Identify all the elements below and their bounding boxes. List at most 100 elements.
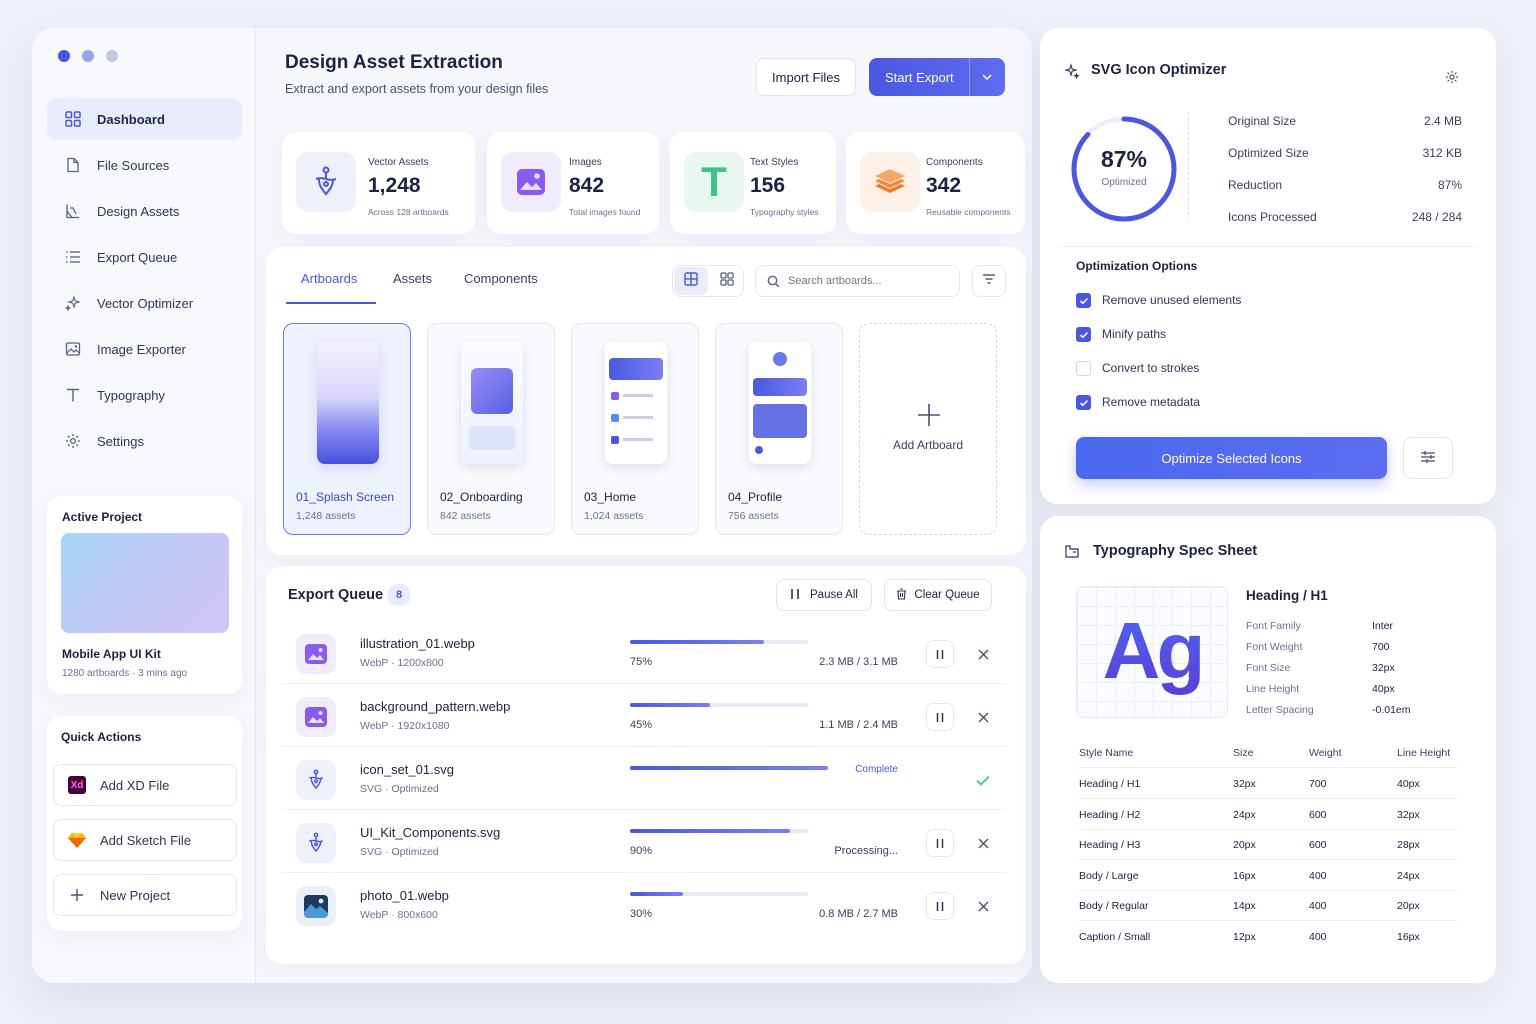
gear-icon[interactable] (1445, 70, 1459, 89)
stat-card-vector-assets: Vector Assets 1,248 Across 128 artboards (282, 132, 475, 234)
clear-queue-label: Clear Queue (914, 589, 980, 601)
image-icon (65, 341, 81, 357)
sidebar-item-dashboard[interactable]: Dashboard (47, 98, 242, 140)
sidebar-item-settings[interactable]: Settings (47, 420, 242, 462)
optimizer-settings-button[interactable] (1403, 437, 1453, 479)
filter-button[interactable] (972, 265, 1006, 297)
artboard-name: 01_Splash Screen (296, 490, 395, 504)
pause-all-button[interactable]: Pause All (776, 579, 872, 611)
file-name: photo_01.webp (360, 888, 449, 903)
remove-item-button[interactable] (972, 703, 994, 731)
table-cell: 20px (1233, 839, 1256, 851)
column-header: Style Name (1079, 747, 1134, 759)
artboard-name: 02_Onboarding (440, 490, 523, 504)
export-queue-panel: Export Queue 8 Pause All Clear Queue ill… (266, 566, 1026, 964)
sidebar-nav: Dashboard File Sources Design Assets Exp… (47, 98, 242, 466)
pause-icon (790, 588, 800, 603)
search-input[interactable] (788, 272, 948, 290)
add-xd-file-button[interactable]: Xd Add XD File (53, 764, 237, 806)
table-cell: Heading / H1 (1079, 778, 1141, 790)
spec-value: -0.01em (1372, 704, 1411, 716)
trash-icon (896, 587, 907, 603)
remove-item-button[interactable] (972, 640, 994, 668)
stat-value: 312 KB (1422, 146, 1462, 160)
checkbox-convert-strokes[interactable] (1076, 361, 1091, 376)
sidebar-item-design-assets[interactable]: Design Assets (47, 190, 242, 232)
add-artboard-button[interactable]: Add Artboard (859, 323, 997, 535)
grid-view-button[interactable] (674, 267, 708, 295)
remove-item-button[interactable] (972, 892, 994, 920)
pause-item-button[interactable] (926, 703, 954, 731)
add-sketch-file-button[interactable]: Add Sketch File (53, 819, 237, 861)
table-cell: 32px (1397, 808, 1420, 821)
active-project-card[interactable]: Active Project Mobile App UI Kit 1280 ar… (47, 496, 242, 694)
checkbox-remove-unused[interactable] (1076, 293, 1091, 308)
pause-item-button[interactable] (926, 640, 954, 668)
pause-icon (936, 712, 944, 723)
stat-value: 1,248 (368, 174, 421, 197)
window-dot-1[interactable] (58, 50, 70, 62)
table-cell: 12px (1233, 930, 1256, 943)
sidebar-item-typography[interactable]: Typography (47, 374, 242, 416)
stat-reduction: Reduction 87% (1228, 178, 1462, 198)
sidebar-item-export-queue[interactable]: Export Queue (47, 236, 242, 278)
stat-icons-processed: Icons Processed 248 / 284 (1228, 210, 1462, 230)
stat-optimized-size: Optimized Size 312 KB (1228, 146, 1462, 166)
text-icon: T (684, 152, 744, 212)
sidebar-item-vector-optimizer[interactable]: Vector Optimizer (47, 282, 242, 324)
table-row: Heading / H1 32px 700 40px (1078, 769, 1458, 799)
table-cell: Caption / Small (1079, 930, 1151, 943)
tab-components[interactable]: Components (464, 271, 538, 286)
start-export-button[interactable]: Start Export (869, 58, 1005, 96)
search-box[interactable] (755, 265, 960, 297)
table-row: Heading / H2 24px 600 32px (1078, 800, 1458, 830)
tab-artboards[interactable]: Artboards (301, 271, 358, 286)
option-label: Remove metadata (1102, 395, 1201, 409)
tile-view-button[interactable] (710, 267, 744, 295)
option-label: Remove unused elements (1102, 293, 1242, 307)
file-size-progress: Processing... (834, 845, 898, 857)
window-dot-3[interactable] (106, 50, 118, 62)
spec-key: Font Weight (1246, 641, 1303, 653)
chevron-down-icon[interactable] (981, 71, 993, 86)
window-controls (58, 50, 118, 62)
pen-tool-icon (296, 823, 336, 863)
artboard-card-onboarding[interactable]: 02_Onboarding 842 assets (427, 323, 555, 535)
photo-icon (296, 886, 336, 926)
remove-item-button[interactable] (972, 829, 994, 857)
sidebar-item-label: Export Queue (97, 249, 178, 265)
stat-value: 248 / 284 (1411, 210, 1462, 224)
pause-item-button[interactable] (926, 892, 954, 920)
queue-row: photo_01.webp WebP · 800x600 30% 0.8 MB / 2… (282, 874, 1006, 936)
sidebar-item-file-sources[interactable]: File Sources (47, 144, 242, 186)
pause-all-label: Pause All (810, 589, 858, 601)
new-project-button[interactable]: New Project (53, 874, 237, 916)
clear-queue-button[interactable]: Clear Queue (884, 579, 992, 611)
tab-assets[interactable]: Assets (393, 271, 433, 286)
artboard-card-home[interactable]: 03_Home 1,024 assets (571, 323, 699, 535)
glyph-preview: Ag (1076, 586, 1228, 718)
progress-percent: 75% (630, 656, 653, 668)
progress-fill (630, 766, 828, 770)
optimize-selected-button[interactable]: Optimize Selected Icons (1076, 437, 1387, 479)
export-dropdown-divider (969, 58, 970, 96)
progress-percent: 30% (630, 908, 653, 920)
table-cell: 32px (1233, 778, 1256, 790)
type-icon (65, 387, 81, 403)
pen-tool-icon (296, 760, 336, 800)
status-complete: Complete (855, 764, 898, 775)
artboard-card-splash[interactable]: 01_Splash Screen 1,248 assets (283, 323, 411, 535)
sidebar-item-image-exporter[interactable]: Image Exporter (47, 328, 242, 370)
checkbox-minify-paths[interactable] (1076, 327, 1091, 342)
window-dot-2[interactable] (82, 50, 94, 62)
image-icon (501, 152, 561, 212)
file-size-progress: 2.3 MB / 3.1 MB (819, 656, 898, 668)
stat-card-text-styles: T Text Styles 156 Typography styles (670, 132, 836, 234)
pause-item-button[interactable] (926, 829, 954, 857)
checkbox-remove-metadata[interactable] (1076, 395, 1091, 410)
plus-icon (916, 402, 942, 433)
import-files-button[interactable]: Import Files (756, 58, 856, 96)
table-row: Caption / Small 12px 400 16px (1078, 922, 1458, 952)
artboard-card-profile[interactable]: 04_Profile 756 assets (715, 323, 843, 535)
quick-actions-card: Quick Actions Xd Add XD File Add Sketch … (47, 716, 242, 931)
